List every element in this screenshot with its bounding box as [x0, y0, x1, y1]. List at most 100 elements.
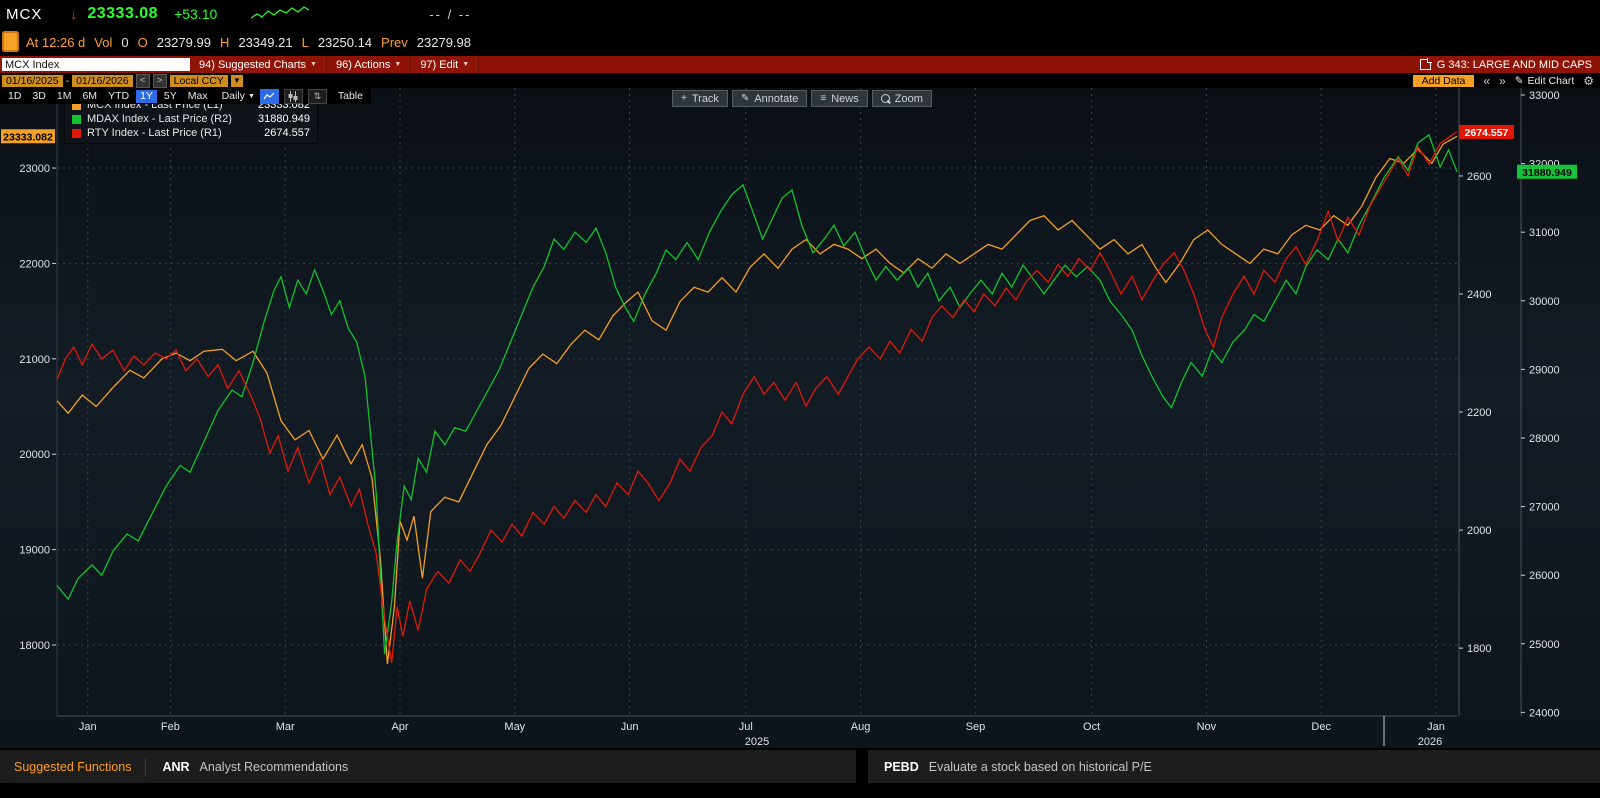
- price-change: +53.10: [174, 6, 218, 22]
- add-data-button[interactable]: Add Data: [1412, 74, 1475, 87]
- period-button-3d[interactable]: 3D: [32, 89, 46, 102]
- svg-text:Apr: Apr: [391, 721, 408, 733]
- svg-text:Feb: Feb: [161, 721, 180, 733]
- low-label: L: [301, 34, 309, 50]
- function-desc-anr: Analyst Recommendations: [199, 759, 349, 774]
- compare-button[interactable]: ⇅: [307, 88, 327, 104]
- annotate-button[interactable]: ✎ Annotate: [731, 90, 808, 107]
- pencil-icon: ✎: [1514, 74, 1524, 87]
- svg-text:2000: 2000: [1467, 525, 1491, 537]
- svg-text:23000: 23000: [19, 163, 50, 175]
- svg-text:26000: 26000: [1529, 570, 1560, 582]
- currency-caret[interactable]: ▼: [230, 74, 243, 87]
- down-arrow-icon: ↓: [70, 6, 78, 22]
- svg-text:Jul: Jul: [739, 721, 753, 733]
- period-button-1d[interactable]: 1D: [8, 89, 22, 102]
- svg-text:2674.557: 2674.557: [1465, 127, 1509, 139]
- prev-value: 23279.98: [416, 34, 472, 50]
- line-chart-icon: [263, 92, 275, 100]
- zoom-button[interactable]: Zoom: [871, 90, 932, 107]
- date-from-field[interactable]: 01/16/2025: [2, 74, 63, 87]
- candlestick-icon: [288, 90, 298, 102]
- security-input[interactable]: [2, 58, 190, 71]
- right-tools: Add Data « » ✎ Edit Chart ⚙: [1412, 73, 1600, 88]
- series-line-mcx: [56, 135, 1458, 665]
- period-button-ytd[interactable]: YTD: [108, 89, 130, 102]
- chart-panel: Jan Feb Mar Apr May Jun Jul Aug Sep Oct Nov Dec Jan 2…: [0, 88, 1600, 748]
- svg-text:30000: 30000: [1529, 296, 1560, 308]
- svg-text:27000: 27000: [1529, 502, 1560, 514]
- period-buttons: 1D 3D 1M 6M YTD 1Y 5Y Max: [4, 89, 212, 103]
- svg-text:33000: 33000: [1529, 90, 1560, 102]
- crosshair-icon: +: [681, 93, 687, 104]
- line-chart-type-button[interactable]: [259, 88, 279, 104]
- rty-color-swatch: [72, 128, 81, 138]
- legend-row-rty[interactable]: RTY Index - Last Price (R1) 2674.557: [72, 126, 310, 140]
- svg-text:Jun: Jun: [621, 721, 639, 733]
- function-code-pebd[interactable]: PEBD: [884, 759, 919, 774]
- footer-left-panel: Suggested Functions ANR Analyst Recommen…: [0, 750, 856, 783]
- launch-icon[interactable]: [1419, 58, 1432, 70]
- footer-gap: [856, 750, 868, 783]
- group-label: G 343: LARGE AND MID CAPS: [1436, 58, 1592, 71]
- news-lines-icon: ≡: [820, 93, 827, 104]
- svg-text:Dec: Dec: [1311, 721, 1331, 733]
- chart-toolbar-row: 01/16/2025 - 01/16/2026 < > Local CCY ▼ …: [0, 73, 1600, 88]
- chevron-down-icon: ▼: [310, 61, 317, 68]
- svg-text:18000: 18000: [19, 640, 50, 652]
- news-button[interactable]: ≡ News: [811, 90, 868, 107]
- ticker-symbol: MCX: [6, 5, 43, 23]
- svg-text:2025: 2025: [745, 736, 769, 748]
- svg-text:Nov: Nov: [1197, 721, 1217, 733]
- magnifier-icon: [880, 94, 890, 103]
- svg-text:28000: 28000: [1529, 433, 1560, 445]
- price-chart[interactable]: Jan Feb Mar Apr May Jun Jul Aug Sep Oct Nov Dec Jan 2…: [0, 88, 1600, 748]
- intraday-sparkline: [251, 6, 310, 19]
- page-prev-button[interactable]: «: [1483, 73, 1491, 88]
- suggested-functions-label: Suggested Functions: [14, 759, 132, 774]
- date-separator: -: [65, 74, 70, 87]
- chevron-down-icon: ▼: [247, 92, 255, 100]
- candle-chart-type-button[interactable]: [283, 88, 303, 104]
- mdax-color-swatch: [72, 114, 81, 124]
- ohlc-row: At 12:26 d Vol 0 O 23279.99 H 23349.21 L…: [0, 28, 1600, 56]
- date-to-field[interactable]: 01/16/2026: [72, 74, 133, 87]
- menu-edit[interactable]: 97) Edit ▼: [411, 56, 480, 73]
- quote-header: MCX ↓ 23333.08 +53.10 -- / --: [0, 0, 1600, 28]
- chart-overlay-tools: + Track ✎ Annotate ≡ News Zoom: [672, 90, 932, 107]
- track-button[interactable]: + Track: [672, 90, 728, 107]
- function-desc-pebd: Evaluate a stock based on historical P/E: [928, 759, 1152, 774]
- legend-row-mdax[interactable]: MDAX Index - Last Price (R2) 31880.949: [72, 112, 310, 126]
- svg-text:21000: 21000: [19, 354, 50, 366]
- period-button-6m[interactable]: 6M: [82, 89, 98, 102]
- last-value-badge-right_inner: [1459, 124, 1514, 139]
- edit-chart-button[interactable]: ✎ Edit Chart: [1514, 74, 1575, 87]
- svg-text:31000: 31000: [1529, 227, 1560, 239]
- svg-text:Aug: Aug: [851, 721, 871, 733]
- svg-text:Oct: Oct: [1083, 721, 1100, 733]
- period-button-1y[interactable]: 1Y: [136, 89, 157, 103]
- period-button-max[interactable]: Max: [187, 89, 208, 102]
- function-code-anr[interactable]: ANR: [162, 759, 190, 774]
- svg-text:31880.949: 31880.949: [1522, 167, 1572, 179]
- svg-text:Sep: Sep: [966, 721, 986, 733]
- low-value: 23250.14: [317, 34, 373, 50]
- range-back-button[interactable]: <: [135, 73, 150, 88]
- svg-text:Jan: Jan: [79, 721, 97, 733]
- period-button-5y[interactable]: 5Y: [163, 89, 177, 102]
- chevron-down-icon: ▼: [462, 61, 470, 68]
- market-sector-icon: [2, 31, 19, 52]
- menu-suggested-charts[interactable]: 94) Suggested Charts ▼: [190, 56, 327, 73]
- period-button-1m[interactable]: 1M: [56, 89, 72, 102]
- series-line-mdax: [56, 133, 1458, 655]
- page-next-button[interactable]: »: [1499, 73, 1506, 88]
- currency-dropdown[interactable]: Local CCY: [169, 74, 228, 87]
- menu-actions[interactable]: 96) Actions ▼: [327, 56, 412, 73]
- frequency-dropdown[interactable]: Daily ▼: [221, 90, 255, 102]
- range-forward-button[interactable]: >: [152, 73, 167, 88]
- gear-icon[interactable]: ⚙: [1583, 73, 1594, 88]
- table-button[interactable]: Table: [337, 90, 363, 102]
- svg-text:23333.082: 23333.082: [3, 131, 53, 143]
- period-selector-row: 1D 3D 1M 6M YTD 1Y 5Y Max Daily ▼ ⇅: [0, 88, 371, 104]
- group-label-area: G 343: LARGE AND MID CAPS: [1419, 58, 1600, 71]
